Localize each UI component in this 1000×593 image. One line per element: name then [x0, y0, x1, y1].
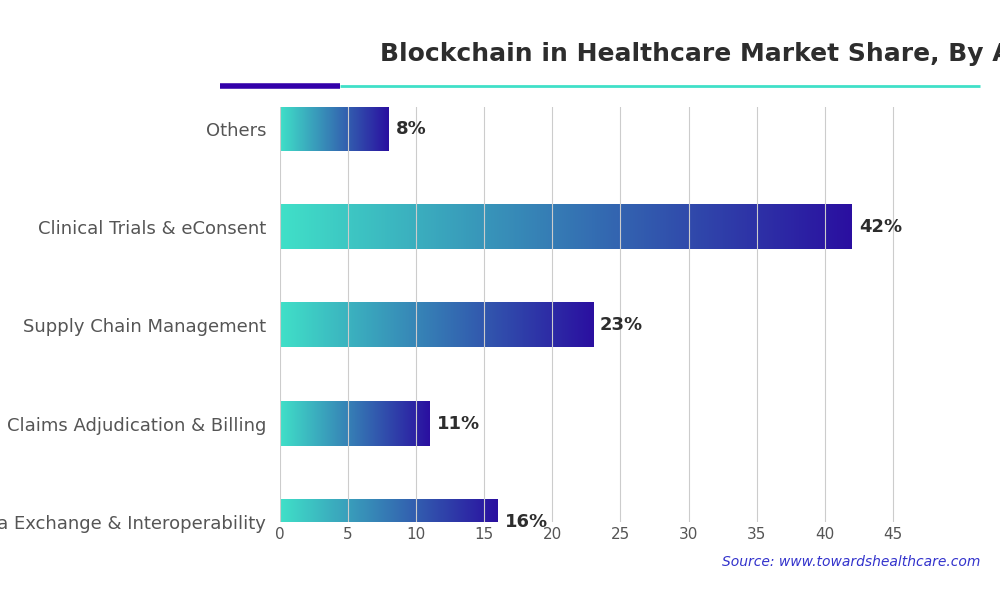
Text: 16%: 16% — [505, 513, 548, 531]
Text: 8%: 8% — [396, 120, 426, 138]
Text: Source: www.towardshealthcare.com: Source: www.towardshealthcare.com — [722, 555, 980, 569]
Text: 23%: 23% — [600, 316, 643, 334]
Text: Blockchain in Healthcare Market Share, By Application, 2022 (%): Blockchain in Healthcare Market Share, B… — [380, 42, 1000, 65]
Text: 42%: 42% — [859, 218, 902, 236]
Text: 11%: 11% — [437, 415, 480, 432]
